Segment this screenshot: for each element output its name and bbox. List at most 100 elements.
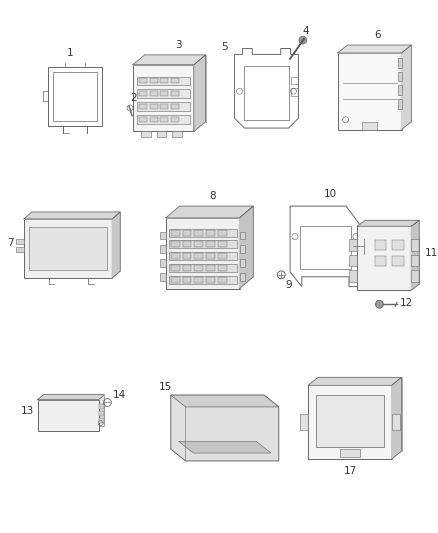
Polygon shape (357, 220, 419, 226)
Bar (392, 240, 404, 251)
Bar (392, 256, 404, 266)
Bar (206, 277, 215, 282)
Text: 1: 1 (67, 48, 74, 58)
Bar (300, 226, 351, 269)
Bar (150, 104, 158, 109)
Bar (392, 414, 399, 430)
Bar (206, 241, 215, 247)
Text: 17: 17 (343, 466, 357, 476)
Polygon shape (194, 55, 205, 132)
Bar (160, 91, 168, 96)
Bar (240, 259, 245, 267)
Bar (350, 239, 357, 251)
Bar (171, 230, 180, 236)
Bar (171, 277, 180, 282)
Bar (398, 85, 402, 95)
Bar (160, 78, 168, 83)
Bar (99, 405, 105, 409)
Text: 10: 10 (324, 189, 337, 199)
Circle shape (375, 301, 383, 308)
Bar (160, 232, 166, 239)
Bar (150, 91, 158, 96)
Text: 13: 13 (21, 406, 35, 416)
Bar (411, 270, 419, 282)
Bar (194, 277, 203, 282)
Polygon shape (166, 206, 253, 218)
Bar (218, 277, 227, 282)
Bar (32, 212, 120, 271)
Bar (218, 241, 227, 247)
Bar (145, 55, 205, 122)
Bar (137, 89, 190, 98)
Bar (133, 64, 194, 132)
Bar (139, 117, 147, 122)
Bar (171, 265, 180, 271)
Bar (338, 53, 402, 130)
Bar (169, 240, 237, 248)
Bar (347, 45, 411, 122)
Text: 14: 14 (113, 390, 126, 400)
Bar (150, 78, 158, 83)
Bar (180, 206, 253, 277)
Bar (318, 377, 402, 451)
Text: 15: 15 (159, 382, 173, 392)
Bar (171, 91, 179, 96)
Polygon shape (240, 206, 253, 288)
Bar (169, 264, 237, 272)
Bar (53, 71, 97, 120)
Bar (300, 414, 308, 430)
Bar (166, 218, 240, 288)
Polygon shape (308, 377, 402, 385)
Bar (340, 449, 360, 457)
Polygon shape (392, 377, 402, 459)
Polygon shape (24, 212, 120, 219)
Polygon shape (171, 395, 279, 461)
Bar (218, 253, 227, 259)
Bar (139, 104, 147, 109)
Bar (316, 395, 384, 447)
Bar (206, 253, 215, 259)
Bar (411, 255, 419, 266)
Bar (169, 252, 237, 260)
Bar (38, 400, 99, 431)
Bar (350, 270, 357, 282)
Bar (206, 230, 215, 236)
Bar (160, 259, 166, 267)
Bar (150, 117, 158, 122)
Bar (183, 277, 191, 282)
Polygon shape (133, 55, 205, 64)
Bar (169, 229, 237, 237)
Bar (160, 245, 166, 253)
Bar (398, 99, 402, 109)
Bar (139, 91, 147, 96)
Bar (171, 78, 179, 83)
Bar (16, 247, 24, 252)
Bar (411, 239, 419, 251)
Bar (171, 117, 179, 122)
Text: 4: 4 (303, 26, 309, 36)
Bar (183, 253, 191, 259)
Bar (290, 88, 298, 96)
Bar (290, 77, 298, 84)
Bar (137, 102, 190, 111)
Bar (194, 265, 203, 271)
Bar (99, 411, 105, 416)
Polygon shape (411, 220, 419, 290)
Bar (240, 273, 245, 281)
Text: 8: 8 (209, 191, 216, 201)
Bar (44, 394, 105, 426)
Bar (16, 239, 24, 245)
Bar (374, 240, 386, 251)
Bar (29, 227, 107, 270)
Bar (308, 385, 392, 459)
Text: 11: 11 (424, 248, 438, 259)
Bar (160, 117, 168, 122)
Bar (169, 276, 237, 284)
Bar (374, 256, 386, 266)
Bar (240, 232, 245, 239)
Bar (398, 58, 402, 68)
Bar (350, 255, 357, 266)
Polygon shape (179, 441, 271, 453)
Polygon shape (171, 395, 279, 407)
Bar (194, 253, 203, 259)
